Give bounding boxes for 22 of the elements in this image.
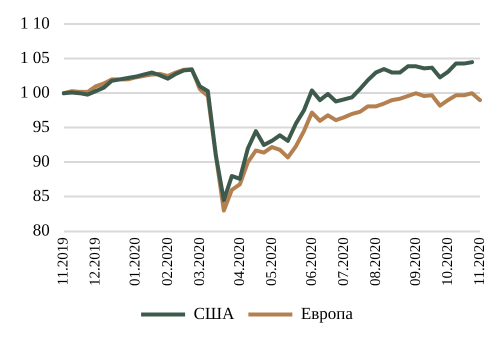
- y-tick-label: 1 10: [20, 14, 50, 33]
- x-tick-label: 06.2020: [304, 237, 320, 286]
- x-tick-label: 08.2020: [368, 237, 384, 286]
- x-tick-label: 12.2019: [88, 237, 104, 286]
- x-tick-label: 04.2020: [232, 237, 248, 286]
- x-tick-label: 05.2020: [264, 237, 280, 286]
- y-tick-label: 1 00: [20, 82, 50, 102]
- y-tick-label: 80: [32, 220, 50, 240]
- x-tick-label: 11.2019: [56, 237, 72, 286]
- x-tick-label: 09.2020: [408, 237, 424, 286]
- x-tick-label: 07.2020: [336, 237, 352, 286]
- x-tick-label: 01.2020: [128, 237, 144, 286]
- y-tick-label: 85: [32, 186, 50, 206]
- x-tick-label: 02.2020: [160, 237, 176, 286]
- legend-label: США: [194, 304, 236, 323]
- x-tick-label: 10.2020: [440, 237, 456, 286]
- x-tick-label: 03.2020: [192, 237, 208, 286]
- x-tick-label: 11.2020: [472, 237, 488, 286]
- y-tick-label: 95: [32, 117, 50, 136]
- y-tick-label: 90: [32, 152, 50, 171]
- legend-label: Европа: [300, 304, 354, 323]
- y-tick-label: 1 05: [20, 48, 50, 68]
